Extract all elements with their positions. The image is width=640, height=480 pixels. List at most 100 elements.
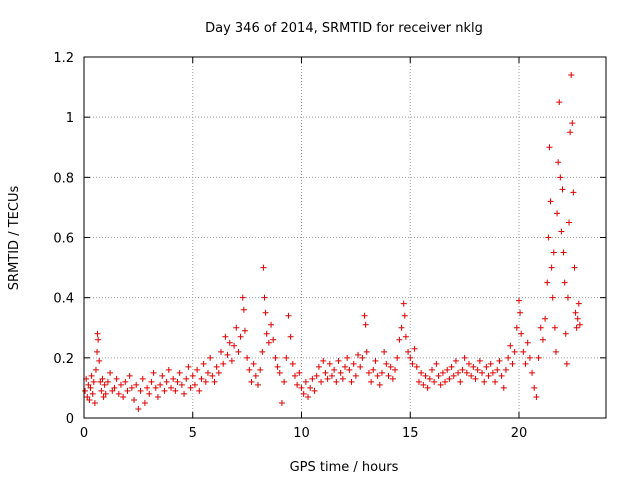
data-point <box>572 309 579 316</box>
data-point <box>172 387 179 394</box>
data-point <box>257 366 264 373</box>
data-point <box>318 378 325 385</box>
data-point <box>470 363 477 370</box>
data-point <box>122 378 129 385</box>
data-point <box>231 342 238 349</box>
data-point <box>465 360 472 367</box>
data-point <box>120 393 127 400</box>
data-point <box>244 354 251 361</box>
data-point <box>361 312 368 319</box>
data-point <box>313 372 320 379</box>
data-point <box>533 393 540 400</box>
data-point <box>415 378 422 385</box>
data-point <box>554 210 561 217</box>
data-point <box>337 369 344 376</box>
data-point <box>107 369 114 376</box>
data-point <box>576 321 583 328</box>
data-point <box>252 372 259 379</box>
data-point <box>542 315 549 322</box>
data-point <box>556 99 563 106</box>
data-point <box>566 219 573 226</box>
data-point <box>250 360 257 367</box>
data-point <box>148 378 155 385</box>
data-point <box>472 375 479 382</box>
data-point <box>573 324 580 331</box>
data-point <box>433 360 440 367</box>
data-points <box>82 72 583 412</box>
data-point <box>365 369 372 376</box>
data-point <box>526 354 533 361</box>
data-point <box>294 381 301 388</box>
data-point <box>524 339 531 346</box>
data-point <box>563 360 570 367</box>
data-point <box>461 354 468 361</box>
data-point <box>260 264 267 271</box>
data-point <box>320 357 327 364</box>
x-axis-ticks: 0 5 10 15 20 <box>80 57 527 441</box>
data-point <box>82 387 89 394</box>
y-tick-label: 0 <box>66 412 74 427</box>
data-point <box>157 381 164 388</box>
data-point <box>298 384 305 391</box>
data-point <box>468 372 475 379</box>
data-point <box>575 300 582 307</box>
data-point <box>311 387 318 394</box>
y-axis-ticks: 0 0.2 0.4 0.6 0.8 1 1.2 <box>53 51 606 427</box>
data-point <box>139 375 146 382</box>
data-point <box>439 369 446 376</box>
data-point <box>452 357 459 364</box>
data-point <box>305 393 312 400</box>
data-point <box>444 366 451 373</box>
data-point <box>492 378 499 385</box>
data-point <box>113 375 120 382</box>
data-point <box>276 369 283 376</box>
data-point <box>176 369 183 376</box>
data-point <box>259 348 266 355</box>
data-point <box>567 129 574 136</box>
data-point <box>389 375 396 382</box>
data-point <box>94 330 101 337</box>
data-point <box>537 324 544 331</box>
data-point <box>94 348 101 355</box>
data-point <box>233 324 240 331</box>
data-point <box>405 348 412 355</box>
data-point <box>549 294 556 301</box>
data-point <box>507 342 514 349</box>
data-point <box>194 366 201 373</box>
y-tick-label: 0.4 <box>53 292 74 307</box>
data-point <box>401 312 408 319</box>
data-point <box>381 348 388 355</box>
data-point <box>84 393 91 400</box>
y-tick-label: 0.8 <box>53 171 74 186</box>
data-point <box>133 381 140 388</box>
y-tick-label: 0.6 <box>53 232 74 247</box>
data-point <box>95 336 102 343</box>
data-point <box>544 279 551 286</box>
x-tick-label: 10 <box>293 426 310 441</box>
y-tick-label: 1.2 <box>53 51 74 66</box>
data-point <box>274 363 281 370</box>
data-point <box>496 357 503 364</box>
data-point <box>429 366 435 373</box>
data-point <box>409 360 416 367</box>
data-point <box>570 189 577 196</box>
data-point <box>376 381 383 388</box>
data-point <box>562 330 569 337</box>
data-point <box>137 387 144 394</box>
data-point <box>385 372 392 379</box>
data-point <box>502 366 509 373</box>
data-point <box>97 378 104 385</box>
data-point <box>183 375 190 382</box>
x-axis-label: GPS time / hours <box>290 460 399 475</box>
data-point <box>550 249 557 256</box>
data-point <box>220 360 227 367</box>
data-point <box>189 372 196 379</box>
data-point <box>174 378 181 385</box>
data-point <box>246 366 253 373</box>
data-point <box>209 372 216 379</box>
data-point <box>128 384 135 391</box>
data-point <box>213 363 220 370</box>
x-tick-label: 5 <box>189 426 197 441</box>
data-point <box>394 354 401 361</box>
data-point <box>457 378 464 385</box>
